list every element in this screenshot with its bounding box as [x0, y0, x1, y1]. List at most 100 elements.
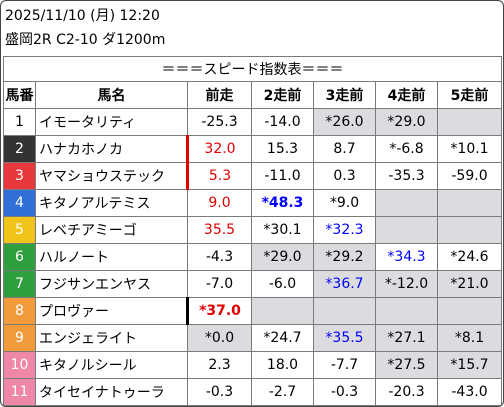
speed-index-cell: *-6.8 — [375, 135, 438, 163]
speed-index-cell: *29.0 — [251, 243, 314, 271]
speed-index-cell: *36.7 — [313, 270, 376, 298]
speed-index-cell: *8.1 — [437, 324, 502, 352]
speed-index-cell: 0.3 — [313, 162, 376, 190]
speed-index-cell: 2.3 — [187, 351, 252, 379]
table-row: 11 タイセイナトゥーラ -0.3 -2.7 -0.3 -20.3 -43.0 — [3, 378, 502, 406]
horse-name: ハナカホノカ — [35, 135, 189, 163]
speed-index-cell: -0.3 — [187, 378, 252, 406]
table-row: 3 ヤマショウステック 5.3 -11.0 0.3 -35.3 -59.0 — [3, 162, 502, 190]
speed-index-cell: -25.3 — [187, 108, 252, 136]
speed-index-cell: *24.7 — [251, 324, 314, 352]
speed-index-cell — [437, 189, 502, 217]
speed-index-cell: *26.0 — [313, 108, 376, 136]
horse-number: 1 — [3, 108, 36, 136]
horse-name: イモータリティ — [35, 108, 188, 136]
column-header-2back: 2走前 — [251, 81, 314, 109]
speed-index-cell: *35.5 — [313, 324, 376, 352]
speed-index-cell: *0.0 — [187, 324, 252, 352]
column-header-row: 馬番 馬名 前走 2走前 3走前 4走前 5走前 — [3, 81, 502, 109]
table-row: 10 キタノルシール 2.3 18.0 -7.7 *27.5 *15.7 — [3, 351, 502, 379]
speed-index-cell — [375, 216, 438, 244]
speed-index-cell: *15.7 — [437, 351, 502, 379]
speed-index-cell: -7.0 — [187, 270, 252, 298]
horse-name: プロヴァー — [35, 297, 189, 325]
column-header-5back: 5走前 — [437, 81, 502, 109]
speed-index-cell: 15.3 — [251, 135, 314, 163]
speed-index-cell: 9.0 — [187, 189, 252, 217]
horse-name: エンジェライト — [35, 324, 188, 352]
horse-number: 5 — [3, 216, 36, 244]
speed-index-cell: -14.0 — [251, 108, 314, 136]
speed-index-cell — [375, 297, 438, 325]
column-header-3back: 3走前 — [313, 81, 376, 109]
speed-index-cell: *29.0 — [375, 108, 438, 136]
speed-index-cell: -35.3 — [375, 162, 438, 190]
speed-index-cell: -43.0 — [437, 378, 502, 406]
horse-number: 6 — [3, 243, 36, 271]
race-info: 盛岡2R C2-10 ダ1200m — [5, 32, 166, 48]
speed-index-cell — [437, 216, 502, 244]
speed-index-cell — [437, 108, 502, 136]
horse-number: 8 — [3, 297, 36, 325]
horse-name: ヤマショウステック — [35, 162, 189, 190]
horse-name: レベチアミーゴ — [35, 216, 188, 244]
speed-index-cell: -20.3 — [375, 378, 438, 406]
speed-index-cell: *48.3 — [251, 189, 314, 217]
speed-index-cell: *27.1 — [375, 324, 438, 352]
speed-index-cell: -11.0 — [251, 162, 314, 190]
speed-index-cell: *32.3 — [313, 216, 376, 244]
table-row: 1 イモータリティ -25.3 -14.0 *26.0 *29.0 — [3, 108, 502, 136]
speed-index-cell — [437, 297, 502, 325]
speed-index-cell: *27.5 — [375, 351, 438, 379]
horse-name: キタノルシール — [35, 351, 188, 379]
horse-number: 7 — [3, 270, 36, 298]
speed-index-cell: *10.1 — [437, 135, 502, 163]
speed-index-cell — [313, 297, 376, 325]
speed-index-cell — [251, 297, 314, 325]
speed-index-cell: -0.3 — [313, 378, 376, 406]
table-row: 5 レベチアミーゴ 35.5 *30.1 *32.3 — [3, 216, 502, 244]
speed-index-cell: *30.1 — [251, 216, 314, 244]
column-header-name: 馬名 — [35, 81, 188, 109]
speed-index-cell: -2.7 — [251, 378, 314, 406]
speed-index-cell: -7.7 — [313, 351, 376, 379]
horse-name: ハルノート — [35, 243, 188, 271]
speed-index-cell: 18.0 — [251, 351, 314, 379]
speed-index-cell: *21.0 — [437, 270, 502, 298]
horse-name: キタノアルテミス — [35, 189, 188, 217]
horse-number: 4 — [3, 189, 36, 217]
table-row: 2 ハナカホノカ 32.0 15.3 8.7 *-6.8 *10.1 — [3, 135, 502, 163]
table-row: 6 ハルノート -4.3 *29.0 *29.2 *34.3 *24.6 — [3, 243, 502, 271]
speed-index-cell: *34.3 — [375, 243, 438, 271]
speed-index-cell: *37.0 — [187, 297, 252, 325]
horse-number: 9 — [3, 324, 36, 352]
horse-number: 10 — [3, 351, 36, 379]
table-row: 9 エンジェライト *0.0 *24.7 *35.5 *27.1 *8.1 — [3, 324, 502, 352]
race-datetime: 2025/11/10 (月) 12:20 — [5, 8, 160, 24]
table-title: ＝＝＝スピード指数表＝＝＝ — [3, 56, 502, 82]
speed-index-cell — [375, 189, 438, 217]
speed-index-table: ＝＝＝スピード指数表＝＝＝ 馬番 馬名 前走 2走前 3走前 4走前 5走前 1… — [3, 56, 502, 406]
speed-index-cell: *9.0 — [313, 189, 376, 217]
table-row: 8 プロヴァー *37.0 — [3, 297, 502, 325]
table-row: 7 フジサンエンヤス -7.0 -6.0 *36.7 *-12.0 *21.0 — [3, 270, 502, 298]
speed-index-cell: *-12.0 — [375, 270, 438, 298]
column-header-4back: 4走前 — [375, 81, 438, 109]
column-header-number: 馬番 — [3, 81, 36, 109]
speed-index-cell: -6.0 — [251, 270, 314, 298]
speed-index-cell: -4.3 — [187, 243, 252, 271]
horse-number: 3 — [3, 162, 36, 190]
speed-index-cell: *29.2 — [313, 243, 376, 271]
speed-index-cell: 8.7 — [313, 135, 376, 163]
horse-number: 2 — [3, 135, 36, 163]
speed-index-cell: 35.5 — [187, 216, 252, 244]
column-header-last: 前走 — [187, 81, 252, 109]
horse-name: タイセイナトゥーラ — [35, 378, 188, 406]
speed-index-cell: 32.0 — [187, 135, 252, 163]
speed-index-cell: -59.0 — [437, 162, 502, 190]
speed-index-cell: *24.6 — [437, 243, 502, 271]
horse-name: フジサンエンヤス — [35, 270, 188, 298]
table-row: 4 キタノアルテミス 9.0 *48.3 *9.0 — [3, 189, 502, 217]
horse-number: 11 — [3, 378, 36, 406]
